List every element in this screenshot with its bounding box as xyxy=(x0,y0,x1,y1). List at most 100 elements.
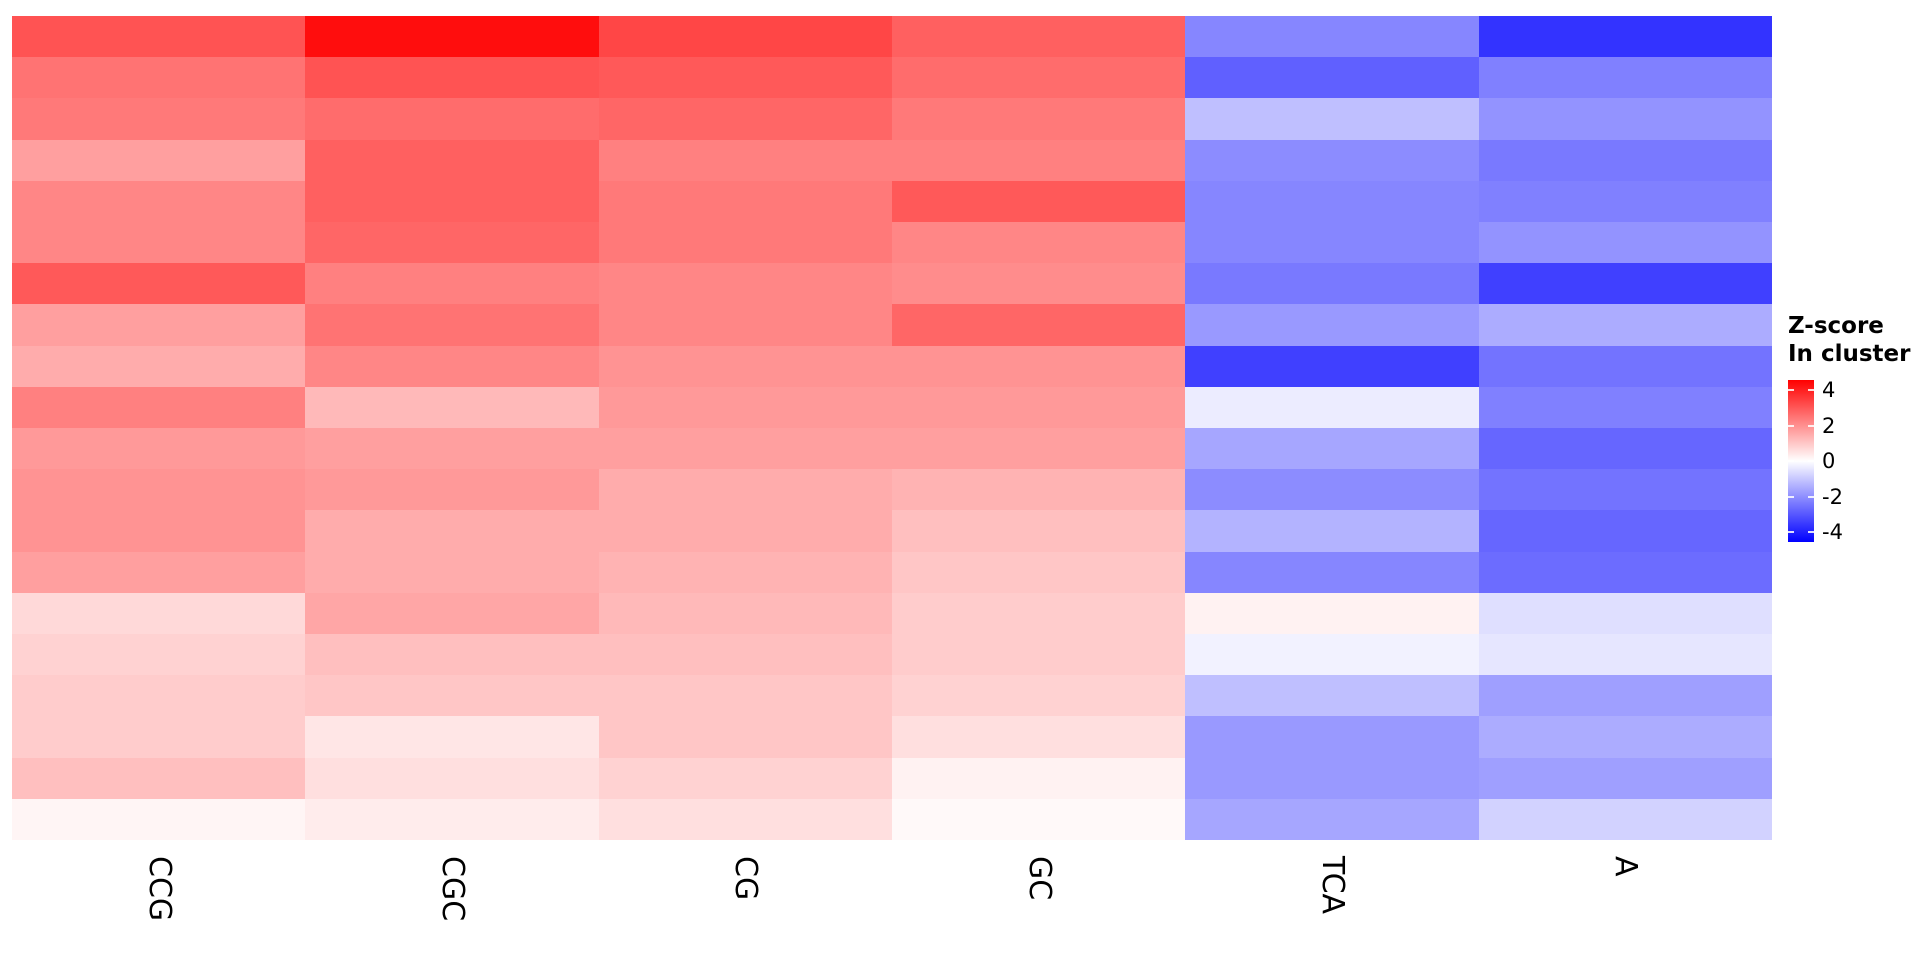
heatmap-row xyxy=(12,716,1772,758)
heatmap-cell xyxy=(891,57,1186,99)
legend-tick-mark xyxy=(1808,531,1814,533)
heatmap-cell xyxy=(12,222,306,264)
heatmap-row xyxy=(12,469,1772,511)
legend-tick-mark xyxy=(1808,495,1814,498)
heatmap-cell xyxy=(1185,798,1479,841)
heatmap-cell xyxy=(1478,757,1772,799)
heatmap-cell xyxy=(1185,139,1479,181)
legend-tick-label: 0 xyxy=(1822,449,1836,473)
heatmap-cell xyxy=(891,428,1186,470)
legend-tick-mark xyxy=(1788,531,1794,533)
heatmap-cell xyxy=(891,263,1186,305)
heatmap-cell xyxy=(1185,634,1479,676)
heatmap-cell xyxy=(1478,428,1772,470)
heatmap-cell xyxy=(1478,263,1772,305)
heatmap-row xyxy=(12,222,1772,264)
heatmap-row xyxy=(12,675,1772,717)
heatmap-cell xyxy=(891,345,1186,387)
legend: Z-score In cluster 4 2 0 -2 -4 xyxy=(1788,312,1920,550)
legend-tick-label: -2 xyxy=(1822,484,1843,509)
heatmap-cell xyxy=(12,180,306,223)
legend-tick-mark xyxy=(1788,424,1794,427)
heatmap-cell xyxy=(12,98,306,140)
heatmap-cell xyxy=(12,634,306,676)
heatmap-cell xyxy=(598,304,892,346)
heatmap-cell xyxy=(305,798,599,841)
heatmap-cell xyxy=(1478,592,1772,635)
heatmap-cell xyxy=(1185,222,1479,264)
heatmap-cell xyxy=(1185,98,1479,140)
heatmap-cell xyxy=(891,386,1186,429)
heatmap-cell xyxy=(12,716,306,758)
heatmap-cell xyxy=(12,263,306,305)
heatmap-cell xyxy=(891,551,1186,593)
heatmap-cell xyxy=(12,551,306,593)
legend-tick-mark xyxy=(1808,389,1814,391)
heatmap-cell xyxy=(891,634,1186,676)
heatmap-cell xyxy=(891,98,1186,140)
heatmap-cell xyxy=(1185,757,1479,799)
heatmap-cell xyxy=(305,428,599,470)
heatmap-cell xyxy=(1478,798,1772,841)
heatmap-cell xyxy=(598,428,892,470)
x-axis-label: A xyxy=(1608,856,1644,877)
heatmap-cell xyxy=(1185,469,1479,511)
heatmap-row xyxy=(12,263,1772,305)
heatmap-cell xyxy=(1478,222,1772,264)
x-axis-label: CGC xyxy=(435,856,470,922)
heatmap-cell xyxy=(12,757,306,799)
heatmap-cell xyxy=(891,304,1186,346)
heatmap-cell xyxy=(1185,386,1479,429)
heatmap-cell xyxy=(12,16,306,58)
heatmap-cell xyxy=(598,510,892,552)
heatmap-cell xyxy=(12,469,306,511)
legend-tick-label: -4 xyxy=(1822,520,1843,544)
heatmap-cell xyxy=(305,551,599,593)
heatmap-cell xyxy=(1478,139,1772,181)
heatmap-row xyxy=(12,757,1772,799)
legend-title-line2: In cluster xyxy=(1788,341,1911,367)
legend-tick-mark xyxy=(1788,460,1794,462)
heatmap-cell xyxy=(891,139,1186,181)
heatmap-cell xyxy=(12,798,306,841)
heatmap-cell xyxy=(12,304,306,346)
heatmap-cell xyxy=(1185,428,1479,470)
heatmap-cell xyxy=(891,716,1186,758)
heatmap-cell xyxy=(598,139,892,181)
legend-tick-mark xyxy=(1788,389,1794,391)
heatmap-cell xyxy=(598,798,892,841)
legend-bar-area: 4 2 0 -2 -4 xyxy=(1788,378,1920,550)
heatmap-cell xyxy=(1478,345,1772,387)
heatmap-row xyxy=(12,798,1772,841)
heatmap-cell xyxy=(1185,263,1479,305)
heatmap-cell xyxy=(598,180,892,223)
heatmap-cell xyxy=(1478,98,1772,140)
heatmap-cell xyxy=(305,304,599,346)
legend-tick-label: 4 xyxy=(1822,378,1836,402)
heatmap-cell xyxy=(1185,304,1479,346)
heatmap-cell xyxy=(1185,180,1479,223)
heatmap-cell xyxy=(305,180,599,223)
heatmap-cell xyxy=(1478,510,1772,552)
heatmap-cell xyxy=(1185,510,1479,552)
heatmap-row xyxy=(12,428,1772,470)
heatmap-cell xyxy=(598,386,892,429)
heatmap-cell xyxy=(891,222,1186,264)
heatmap-cell xyxy=(1185,57,1479,99)
heatmap-cell xyxy=(12,428,306,470)
heatmap-grid xyxy=(12,16,1772,841)
heatmap-cell xyxy=(598,98,892,140)
x-axis-label: CCG xyxy=(141,856,177,922)
heatmap-cell xyxy=(12,139,306,181)
heatmap-row xyxy=(12,510,1772,552)
heatmap-cell xyxy=(598,57,892,99)
x-axis-label: GC xyxy=(1021,856,1057,901)
heatmap-cell xyxy=(1478,304,1772,346)
heatmap-cell xyxy=(598,263,892,305)
heatmap-row xyxy=(12,16,1772,58)
heatmap-cell xyxy=(305,57,599,99)
heatmap-cell xyxy=(305,675,599,717)
heatmap-cell xyxy=(598,551,892,593)
heatmap-cell xyxy=(1185,16,1479,58)
